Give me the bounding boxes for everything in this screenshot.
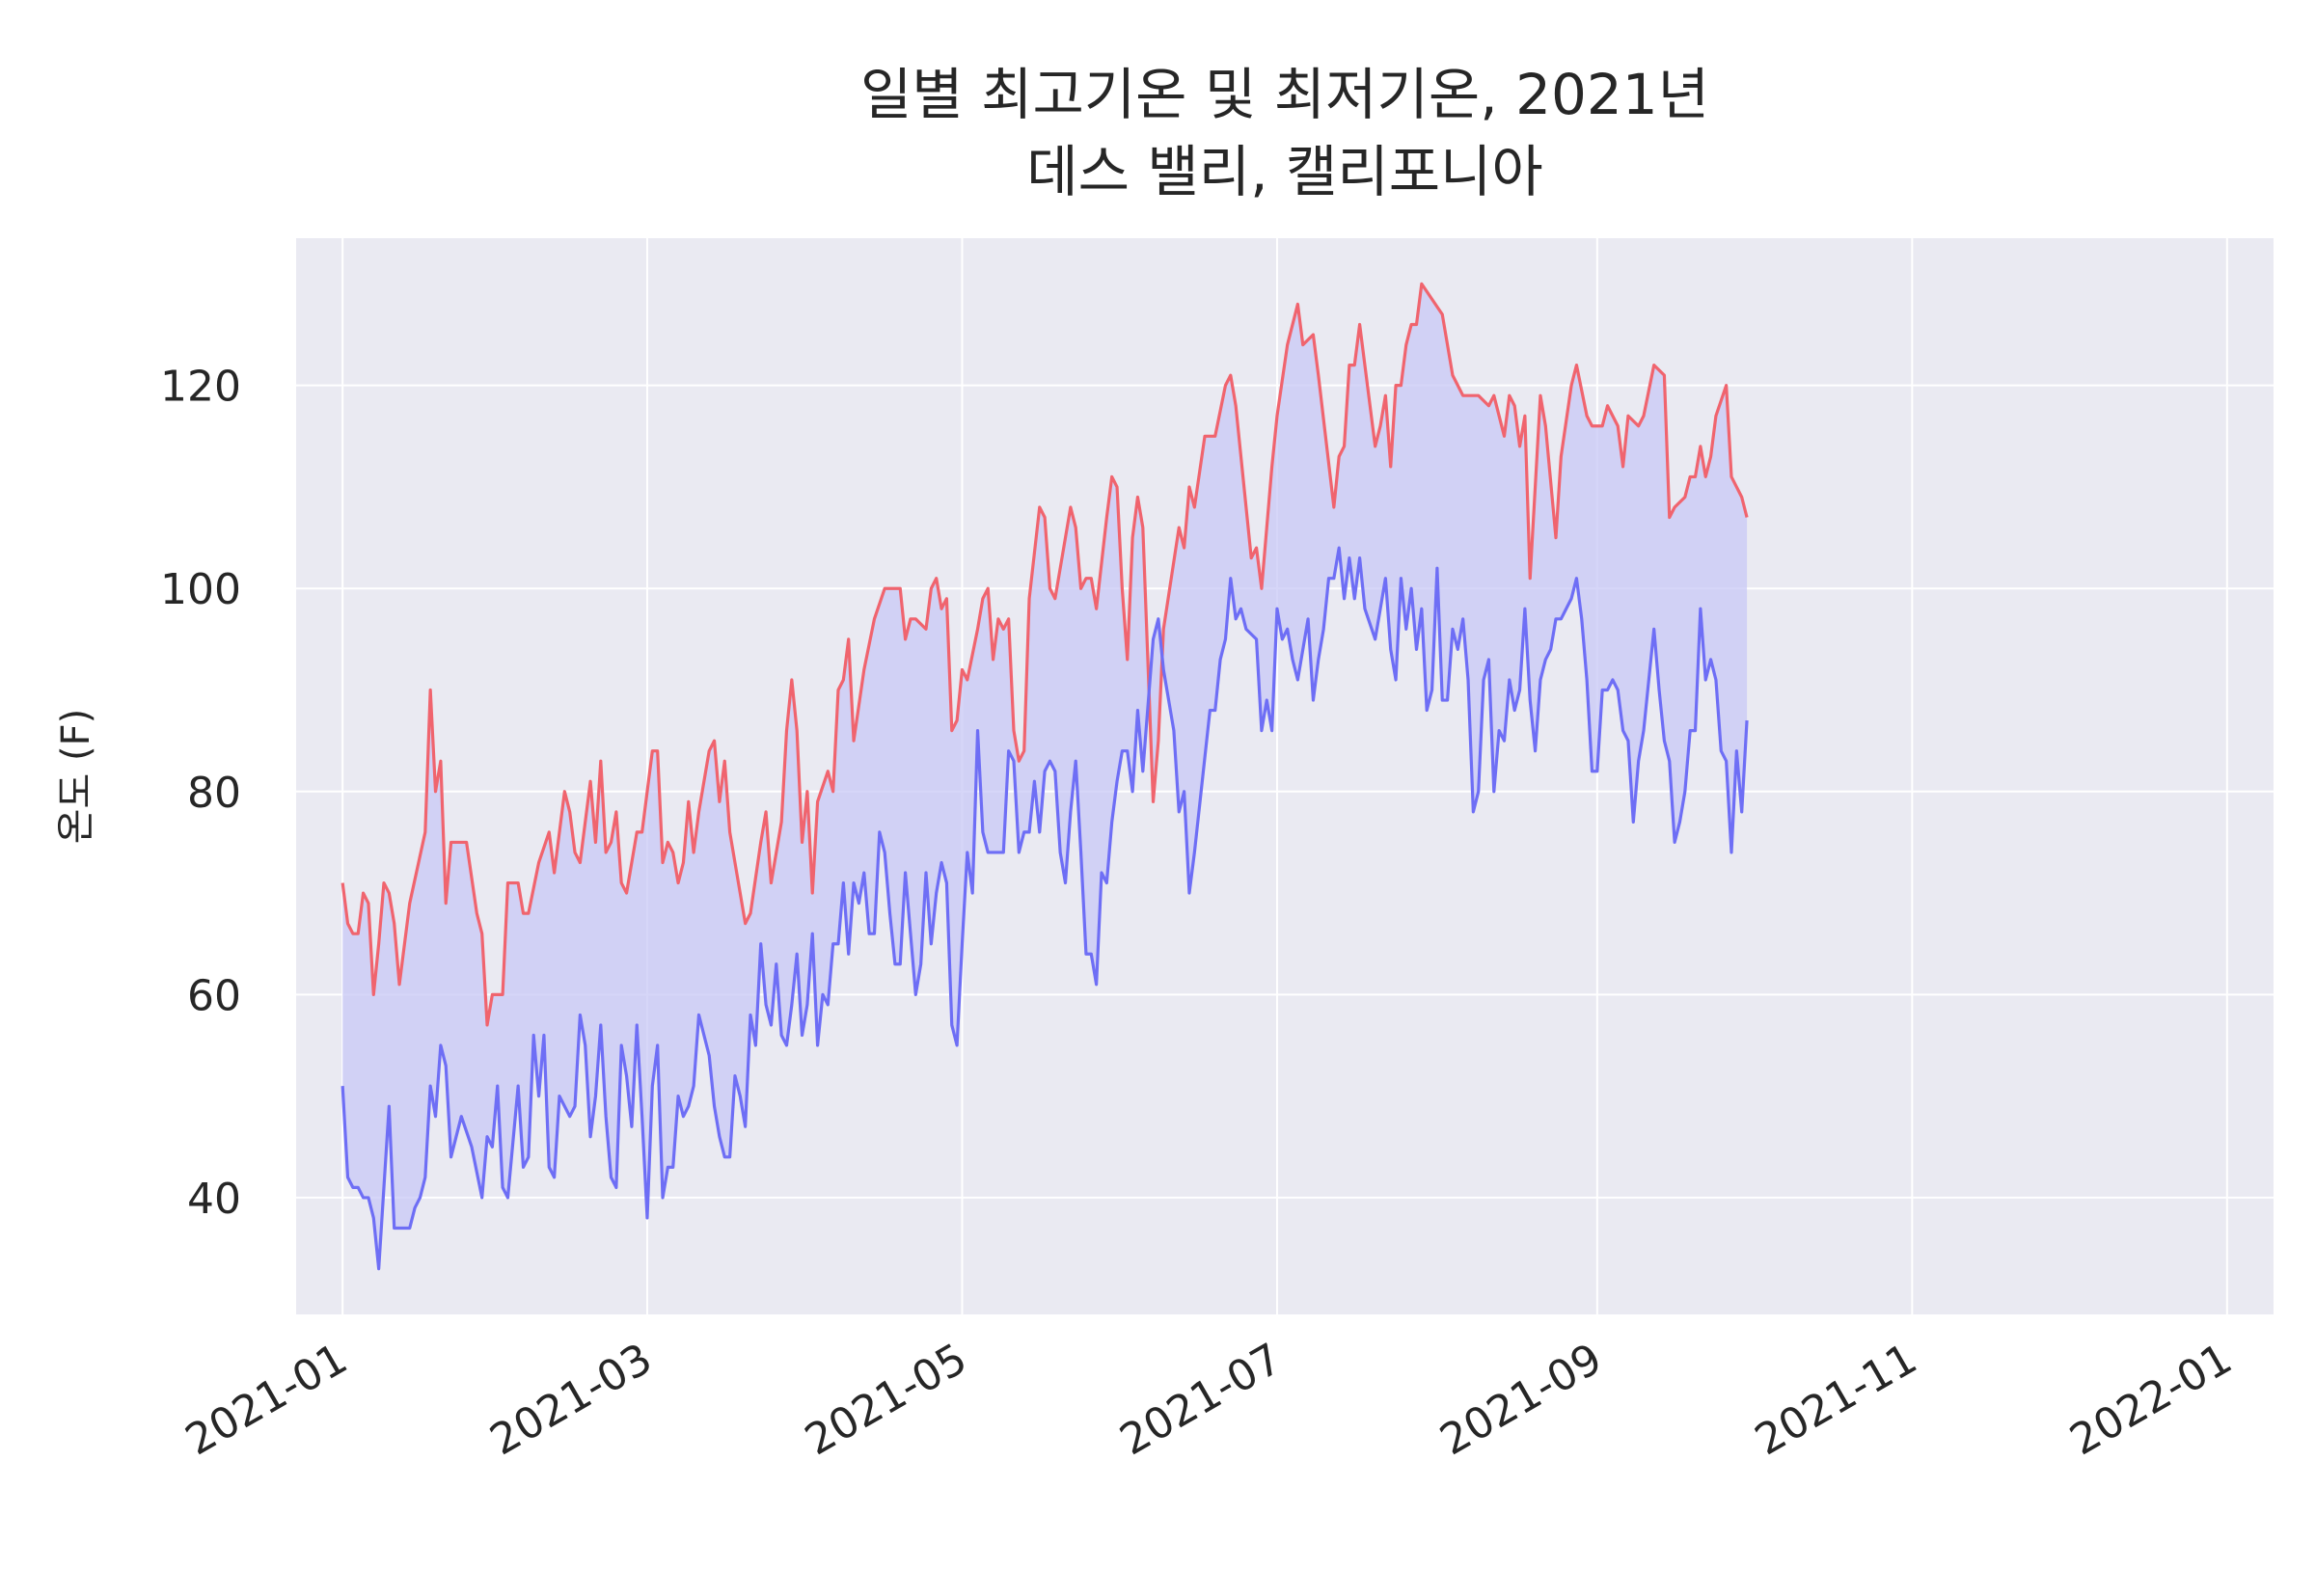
x-tick-labels: 2021-01 2021-03 2021-05 2021-07 2021-09 2021-… xyxy=(177,1334,2240,1465)
chart-title-line2: 데스 밸리, 캘리포니아 xyxy=(1026,139,1543,204)
x-tick-label: 2021-07 xyxy=(1112,1334,1291,1465)
series-lines xyxy=(340,282,1749,1271)
y-tick-label: 100 xyxy=(160,565,241,614)
y-tick-label: 40 xyxy=(187,1175,241,1224)
range-fill-area xyxy=(342,284,1748,1269)
y-axis-label: 온도 (F) xyxy=(54,709,98,845)
y-tick-label: 80 xyxy=(187,769,241,818)
x-tick-label: 2021-05 xyxy=(797,1334,975,1465)
y-tick-label: 60 xyxy=(187,971,241,1020)
x-tick-label: 2021-03 xyxy=(482,1334,661,1465)
range-fill xyxy=(342,284,1748,1269)
series-line-low xyxy=(340,546,1749,1271)
chart-title-line1: 일별 최고기온 및 최저기온, 2021년 xyxy=(860,62,1709,127)
x-tick-label: 2021-11 xyxy=(1747,1334,1925,1465)
y-tick-labels: 40 60 80 100 120 xyxy=(160,363,241,1224)
x-tick-label: 2021-01 xyxy=(177,1334,356,1465)
y-tick-label: 120 xyxy=(160,363,241,412)
x-tick-label: 2022-01 xyxy=(2062,1334,2241,1465)
series-line-high xyxy=(340,282,1749,1027)
x-tick-label: 2021-09 xyxy=(1432,1334,1611,1465)
